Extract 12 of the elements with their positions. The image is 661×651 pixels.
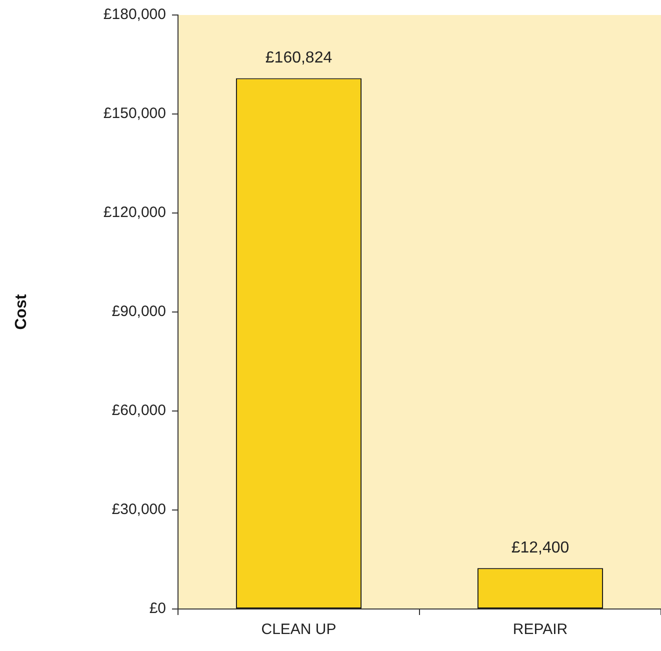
- y-axis-title: Cost: [13, 294, 30, 330]
- y-tick-label: £30,000: [112, 501, 166, 518]
- y-tick-label: £60,000: [112, 402, 166, 420]
- x-tick-label: REPAIR: [512, 621, 568, 638]
- x-tick-label: CLEAN UP: [261, 621, 336, 638]
- data-label: £12,400: [511, 539, 570, 556]
- y-tick-label: £0: [149, 600, 166, 618]
- y-tick-label: £180,000: [103, 6, 166, 24]
- y-tick-label: £150,000: [103, 105, 166, 122]
- y-tick-label: £120,000: [103, 204, 166, 222]
- y-tick-label: £90,000: [112, 303, 166, 320]
- data-label: £160,824: [265, 50, 332, 67]
